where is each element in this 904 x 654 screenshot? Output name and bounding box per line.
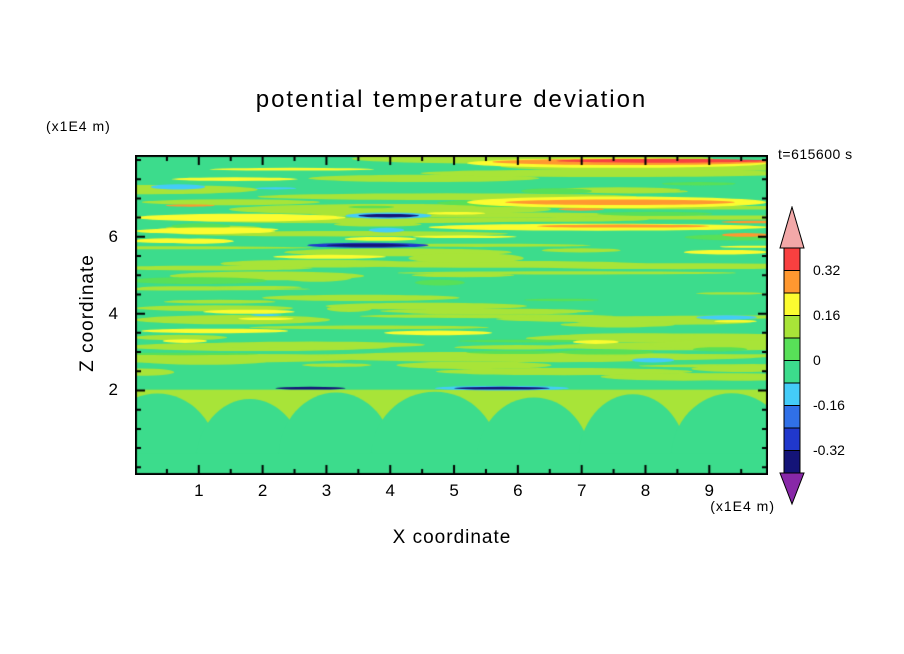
timestamp-label: t=615600 s (778, 146, 853, 162)
colorbar-label: 0 (813, 351, 821, 368)
x-tick-label: 5 (449, 481, 459, 500)
y-tick-label: 2 (108, 380, 118, 400)
colorbar-segment (783, 427, 801, 451)
colorbar-segment (783, 382, 801, 406)
colorbar-segment (783, 405, 801, 429)
x-tick-label: 2 (257, 481, 268, 500)
colorbar-svg (779, 205, 805, 506)
x-tick-label: 4 (385, 481, 395, 500)
colorbar-segment (783, 292, 801, 316)
x-tick-label: 7 (576, 481, 587, 500)
colorbar-segment (783, 247, 801, 271)
plot-area (135, 155, 768, 475)
colorbar-arrow-up (779, 205, 805, 249)
x-tick-label: 3 (321, 481, 332, 500)
colorbar-segment (783, 337, 801, 361)
x-axis-unit-label: (x1E4 m) (710, 498, 775, 514)
chart-title: potential temperature deviation (255, 86, 648, 113)
colorbar-segment (783, 450, 801, 474)
colorbar-label: 0.16 (813, 306, 841, 323)
colorbar-label: 0.32 (813, 261, 841, 278)
x-axis-label: X coordinate (392, 527, 512, 548)
y-axis-unit-label: (x1E4 m) (46, 118, 111, 134)
colorbar-label: -0.32 (813, 441, 845, 458)
colorbar-segment (783, 315, 801, 339)
colorbar-segment (783, 270, 801, 294)
x-tick-label: 6 (513, 481, 523, 500)
x-tick-label: 1 (194, 481, 204, 500)
y-tick-label: 6 (108, 226, 118, 246)
colorbar-segment (783, 360, 801, 384)
x-tick-label: 8 (640, 481, 651, 500)
x-tick-label: 9 (704, 481, 715, 500)
colorbar-label: -0.16 (813, 396, 845, 413)
y-tick-label: 4 (108, 303, 118, 323)
colorbar: 0.32 0.16 0 -0.16 -0.32 (779, 205, 889, 508)
colorbar-arrow-down (779, 472, 805, 506)
contour-field-canvas (135, 155, 768, 475)
